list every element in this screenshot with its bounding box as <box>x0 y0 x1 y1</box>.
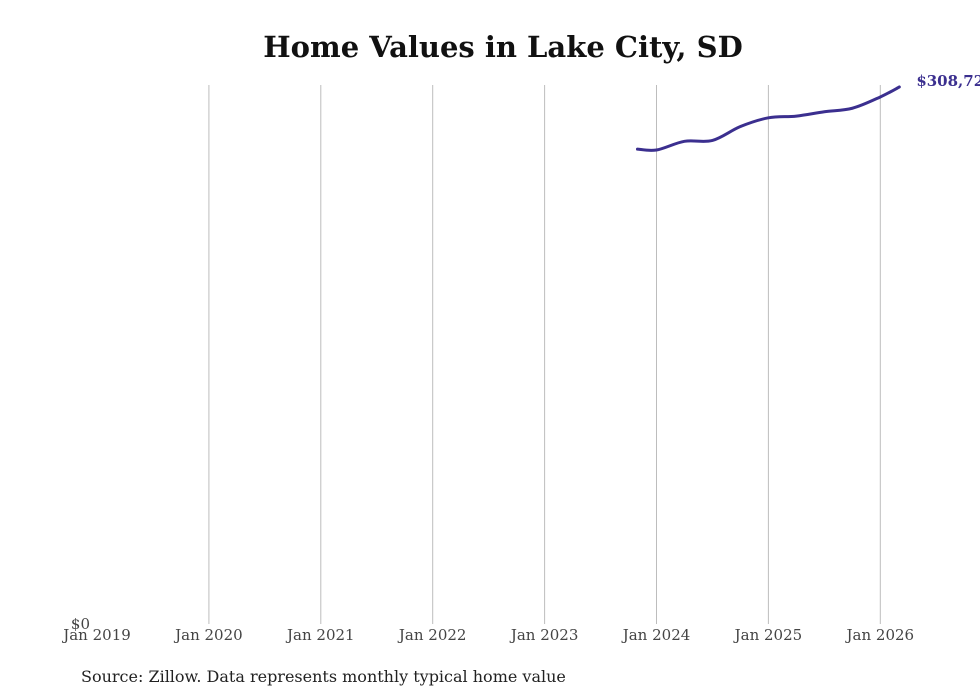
x-tick-label: Jan 2021 <box>285 626 355 644</box>
source-note: Source: Zillow. Data represents monthly … <box>81 667 566 686</box>
series-end-label: $308,720 <box>916 72 980 90</box>
x-tick-label: Jan 2022 <box>397 626 467 644</box>
gridlines <box>208 85 881 624</box>
x-axis-ticks: Jan 2019 Jan 2020 Jan 2021 Jan 2022 Jan 2023… <box>61 626 914 644</box>
x-tick-label: Jan 2026 <box>845 626 915 644</box>
x-tick-label: Jan 2019 <box>61 626 131 644</box>
series-line <box>635 85 901 152</box>
chart-title: Home Values in Lake City, SD <box>263 30 743 64</box>
x-tick-label: Jan 2020 <box>173 626 243 644</box>
y-axis-zero-label: $0 <box>71 615 90 633</box>
series-group: $308,720 <box>635 72 980 152</box>
x-tick-label: Jan 2025 <box>733 626 803 644</box>
x-tick-label: Jan 2023 <box>509 626 579 644</box>
x-tick-label: Jan 2024 <box>621 626 691 644</box>
